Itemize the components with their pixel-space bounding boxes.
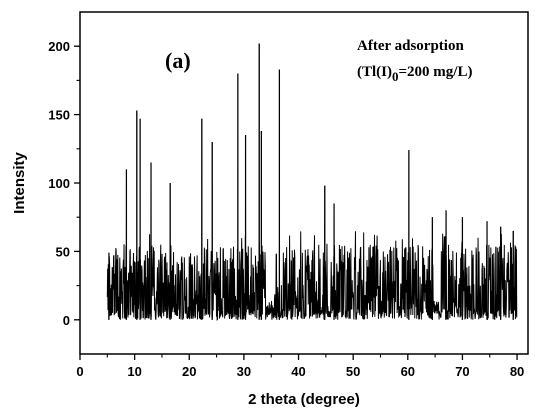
series-layer	[106, 43, 518, 321]
x-tick-label: 80	[510, 364, 524, 379]
annotation-line2: (Tl(I)0=200 mg/L)	[357, 64, 472, 84]
panel-label: (a)	[165, 48, 191, 73]
y-tick-label: 150	[48, 108, 70, 123]
x-tick-label: 30	[237, 364, 251, 379]
x-tick-label: 0	[76, 364, 83, 379]
y-tick-label: 200	[48, 39, 70, 54]
y-tick-label: 100	[48, 176, 70, 191]
x-tick-label: 70	[455, 364, 469, 379]
series-line	[106, 43, 518, 321]
x-tick-label: 50	[346, 364, 360, 379]
y-axis-title: Intensity	[11, 152, 28, 214]
annotation-line2-prefix: (Tl(I)	[357, 64, 392, 80]
x-axis-title: 2 theta (degree)	[248, 391, 360, 408]
annotation-line2-suffix: =200 mg/L)	[399, 64, 473, 80]
x-tick-label: 10	[127, 364, 141, 379]
x-tick-label: 60	[401, 364, 415, 379]
x-tick-label: 40	[291, 364, 305, 379]
annotation-line2-subscript: 0	[392, 69, 399, 84]
annotation-line1: After adsorption	[357, 38, 464, 54]
x-tick-label: 20	[182, 364, 196, 379]
y-tick-label: 0	[63, 313, 70, 328]
ticks-layer: 0 10 20 30 40 50 60 70 80 0 50 100 150 200	[48, 39, 524, 379]
y-tick-label: 50	[56, 244, 70, 259]
